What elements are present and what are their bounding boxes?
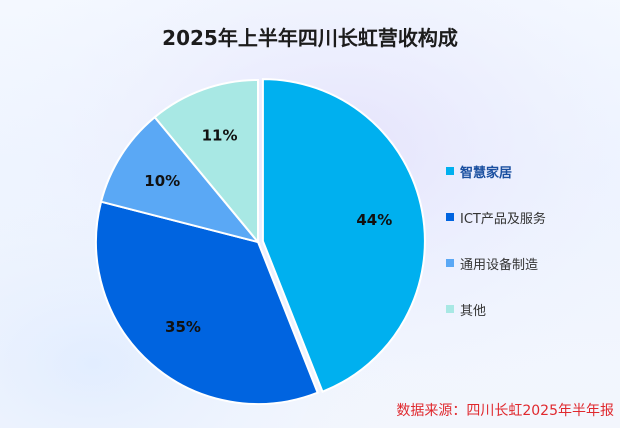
legend-item-other[interactable]: 其他: [446, 298, 546, 320]
legend-item-smart-home[interactable]: 智慧家居: [446, 160, 546, 182]
pie-slice-other[interactable]: [153, 78, 259, 245]
pie-slice-smart-home[interactable]: [261, 78, 426, 393]
legend-swatch: [446, 259, 454, 267]
legend-label: ICT产品及服务: [460, 211, 546, 227]
legend-item-ict[interactable]: ICT产品及服务: [446, 206, 546, 228]
legend-item-general-equipment[interactable]: 通用设备制造: [446, 252, 546, 274]
source-note: 数据来源：四川长虹2025年半年报: [396, 403, 614, 419]
pie-slice-ict[interactable]: [95, 200, 319, 405]
legend-label: 通用设备制造: [460, 257, 539, 273]
legend-swatch: [446, 213, 454, 221]
slice-label-general-equipment: 10%: [144, 172, 180, 190]
legend: 智慧家居 ICT产品及服务 通用设备制造 其他: [446, 160, 546, 344]
slice-label-other: 11%: [202, 126, 238, 144]
legend-swatch: [446, 167, 454, 175]
slice-label-smart-home: 44%: [356, 211, 392, 229]
chart-title: 2025年上半年四川长虹营收构成: [162, 26, 458, 50]
legend-label: 智慧家居: [460, 165, 513, 181]
legend-swatch: [446, 305, 454, 313]
pie-slice-general-equipment[interactable]: [99, 115, 261, 244]
slice-label-ict: 35%: [165, 318, 201, 336]
legend-label: 其他: [460, 303, 487, 319]
